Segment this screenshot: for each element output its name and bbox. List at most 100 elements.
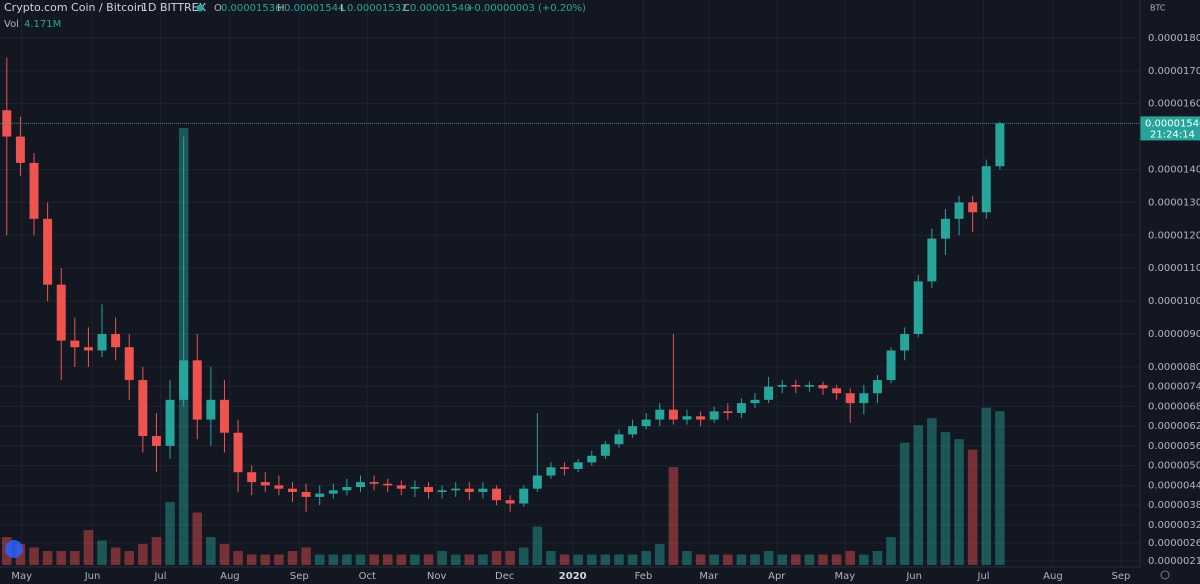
candle-body: [655, 409, 665, 420]
volume-bar: [464, 554, 475, 565]
volume-bar: [682, 551, 692, 565]
candle-body: [410, 487, 420, 489]
volume-bar: [723, 554, 733, 565]
candle-body: [532, 475, 542, 489]
last-price-label: 0.00001540: [1145, 118, 1200, 129]
candle-body: [165, 399, 175, 446]
candle-body: [682, 416, 692, 420]
candle-body: [151, 436, 161, 446]
volume-label: Vol: [4, 19, 19, 30]
candle-body: [968, 202, 978, 213]
volume-bar: [165, 502, 175, 565]
volume-bar: [777, 554, 787, 565]
candle-body: [628, 426, 638, 435]
candle-body: [29, 162, 39, 219]
y-tick-label: 0.00000210: [1148, 556, 1200, 567]
volume-bar: [600, 554, 611, 565]
x-tick-label: Aug: [220, 571, 240, 582]
volume-bar: [355, 554, 366, 565]
candle-body: [396, 485, 406, 489]
candle-body: [546, 467, 556, 476]
candle-body: [301, 491, 311, 497]
volume-bar: [274, 554, 284, 565]
volume-bar: [750, 554, 760, 565]
candle-body: [233, 432, 243, 473]
candle-body: [247, 472, 257, 483]
volume-bar: [219, 544, 230, 565]
candle-body: [356, 482, 365, 488]
volume-bar: [382, 554, 393, 565]
ohlc-key: C: [403, 3, 410, 14]
volume-bar: [110, 547, 121, 565]
ohlc-value: 0.00001536: [221, 3, 281, 14]
candle-body: [791, 385, 801, 387]
candle-body: [750, 399, 760, 404]
candle-body: [818, 385, 828, 389]
candle-body: [219, 399, 229, 433]
symbol: Crypto.com Coin / Bitcoin: [4, 1, 144, 14]
volume-bar: [97, 540, 107, 565]
candle-body: [437, 490, 447, 492]
volume-bar: [532, 526, 543, 565]
candle-body: [70, 340, 80, 348]
currency: BTC: [1150, 4, 1166, 13]
candle-body: [315, 493, 325, 497]
candle-body: [641, 419, 651, 427]
volume-bar: [981, 407, 992, 565]
status-dot: [196, 4, 204, 12]
candle-body: [736, 403, 746, 413]
countdown: 21:24:14: [1150, 129, 1195, 140]
volume-bar: [342, 554, 352, 565]
volume-bar: [70, 551, 80, 565]
ohlc-key: H: [277, 3, 285, 14]
volume-bar: [437, 551, 447, 565]
settings-icon[interactable]: [1160, 570, 1170, 580]
x-tick-label: Sep: [290, 571, 309, 582]
candle-body: [696, 416, 706, 420]
candle-body: [369, 482, 379, 484]
candle-body: [845, 393, 855, 404]
candle-body: [764, 386, 774, 400]
cloud-icon[interactable]: [5, 540, 23, 558]
volume-bar: [491, 551, 502, 565]
candle-body: [97, 334, 107, 351]
candle-body: [600, 444, 610, 456]
volume-bar: [899, 442, 910, 565]
candle-body: [668, 409, 678, 420]
candle-body: [451, 488, 461, 491]
volume-bar: [505, 551, 515, 565]
volume-bar: [124, 551, 134, 565]
volume-bar: [641, 551, 651, 565]
volume-bar: [478, 554, 488, 565]
volume-bar: [668, 467, 679, 565]
candle-body: [900, 334, 910, 351]
volume-bar: [736, 554, 747, 565]
volume-bar: [614, 554, 624, 565]
x-tick-label: Feb: [635, 571, 653, 582]
volume-bar: [709, 554, 719, 565]
volume-bar: [587, 554, 597, 565]
x-tick-label: Oct: [359, 571, 376, 582]
candle-body: [723, 411, 733, 413]
candle-body: [804, 385, 814, 387]
candle-body: [981, 166, 991, 213]
x-tick-label: Apr: [768, 571, 786, 582]
candle-body: [573, 462, 583, 469]
volume-bar: [83, 530, 94, 565]
candle-body: [886, 350, 896, 381]
volume-bar: [42, 551, 53, 565]
volume-bar: [369, 554, 379, 565]
x-tick-label: 2020: [559, 571, 587, 582]
volume-bar: [954, 439, 964, 565]
volume-bar: [396, 554, 407, 565]
volume-bar: [301, 547, 311, 565]
interval: 1D: [141, 1, 156, 14]
candle-body: [179, 360, 189, 400]
x-tick-label: Aug: [1043, 571, 1063, 582]
